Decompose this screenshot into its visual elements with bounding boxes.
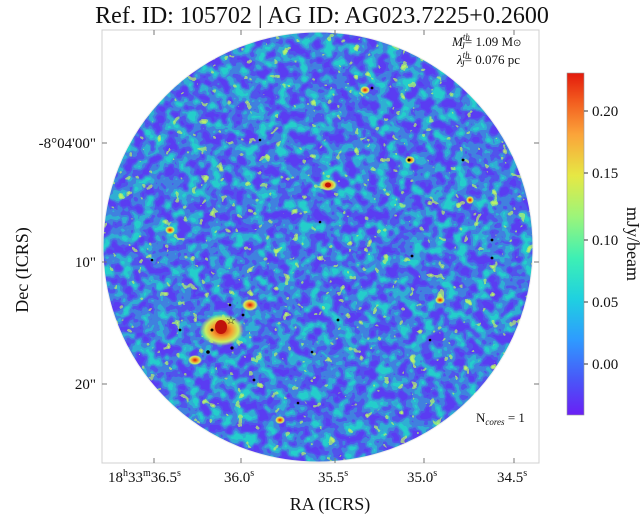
map-border (102, 31, 534, 463)
x-tick-label-0: 18h33m36.5s (108, 468, 181, 486)
jeans-length-annotation: λth J= 0.076 pc (456, 50, 520, 69)
colorbar-tick-4: 0.00 (592, 357, 618, 373)
ncores-annotation: Ncores = 1 (476, 410, 525, 427)
colorbar-tick-0: 0.20 (592, 104, 618, 120)
colorbar-tick-1: 0.15 (592, 166, 618, 182)
colorbar-label: mJy/beam (623, 207, 643, 281)
y-tick-label-2: 20" (75, 377, 96, 393)
figure-title: Ref. ID: 105702 | AG ID: AG023.7225+0.26… (95, 3, 549, 29)
emission-map: ☆ (103, 32, 533, 462)
x-tick-label-2: 35.5s (318, 468, 348, 486)
y-tick-label-0: -8°04'00" (39, 136, 96, 152)
jeans-mass-annotation: Mth J= 1.09 M⊙ (451, 32, 521, 51)
x-axis-label: RA (ICRS) (289, 494, 371, 514)
y-tick-marks (102, 142, 539, 385)
x-tick-label-1: 36.0s (224, 468, 254, 486)
x-tick-label-4: 34.5s (497, 468, 527, 486)
colorbar-tick-3: 0.05 (592, 295, 618, 311)
y-tick-label-1: 10" (75, 255, 96, 271)
x-tick-marks (153, 30, 515, 463)
x-tick-label-3: 35.0s (407, 468, 437, 486)
colorbar (566, 72, 585, 416)
colorbar-tick-marks (584, 110, 588, 365)
core-star-icon: ☆ (226, 314, 236, 327)
colorbar-tick-2: 0.10 (592, 233, 618, 249)
y-axis-label: Dec (ICRS) (12, 227, 32, 313)
